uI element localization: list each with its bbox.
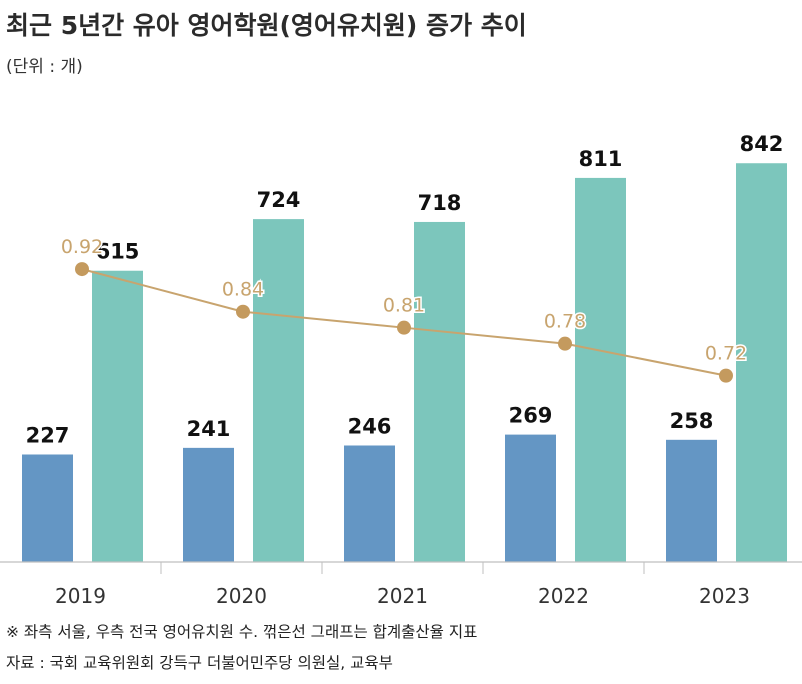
- bar-national-2021: [414, 221, 465, 562]
- line-label-2023: 0.72: [705, 343, 747, 365]
- bar-national-2022: [575, 177, 626, 562]
- data-label-national-2022: 811: [579, 147, 623, 171]
- x-tick-label-2023: 2023: [699, 584, 750, 608]
- data-label-national-2020: 724: [257, 188, 301, 212]
- data-label-national-2019: 615: [96, 240, 140, 264]
- line-series-group: 0.92 0.84 0.81 0.78 0.72: [59, 235, 749, 383]
- x-axis: 2019 2020 2021 2022 2023: [0, 561, 802, 608]
- bar-national-2023: [736, 163, 787, 562]
- bar-seoul-2023: [666, 439, 717, 562]
- data-label-national-2021: 718: [418, 191, 462, 215]
- bar-seoul-2019: [22, 454, 73, 562]
- data-label-seoul-2022: 269: [509, 404, 553, 428]
- bar-national-2019: [92, 270, 143, 562]
- data-label-seoul-2019: 227: [26, 423, 70, 447]
- bar-seoul-2021: [344, 445, 395, 562]
- bar-seoul-2020: [183, 447, 234, 562]
- bar-seoul-2022: [505, 434, 556, 562]
- chart-title: 최근 5년간 유아 영어학원(영어유치원) 증가 추이: [6, 11, 527, 40]
- bar-national-2020: [253, 219, 304, 563]
- unit-label: (단위 : 개): [6, 57, 83, 77]
- line-point-2021: [397, 320, 411, 335]
- line-label-2019: 0.92: [61, 236, 103, 258]
- line-point-2022: [558, 336, 572, 351]
- line-label-2021: 0.81: [383, 295, 425, 317]
- line-point-2019: [75, 262, 89, 277]
- data-label-seoul-2023: 258: [670, 409, 714, 433]
- bar-group: 227 615 241 724 246 718 269 811 258 842: [22, 132, 787, 563]
- data-label-seoul-2021: 246: [348, 414, 392, 438]
- line-label-2020: 0.84: [222, 279, 264, 301]
- x-tick-label-2022: 2022: [538, 584, 589, 608]
- footnote-source: 자료 : 국회 교육위원회 강득구 더불어민주당 의원실, 교육부: [6, 654, 393, 672]
- data-label-seoul-2020: 241: [187, 417, 231, 441]
- line-point-2020: [236, 304, 250, 319]
- line-label-2022: 0.78: [544, 311, 586, 333]
- footnote-note: ※ 좌측 서울, 우측 전국 영어유치원 수. 꺾은선 그래프는 합계출산율 지…: [6, 623, 478, 641]
- x-tick-label-2019: 2019: [55, 584, 106, 608]
- data-label-national-2023: 842: [740, 132, 784, 156]
- x-tick-label-2021: 2021: [377, 584, 428, 608]
- line-point-2023: [719, 368, 733, 383]
- x-tick-label-2020: 2020: [216, 584, 267, 608]
